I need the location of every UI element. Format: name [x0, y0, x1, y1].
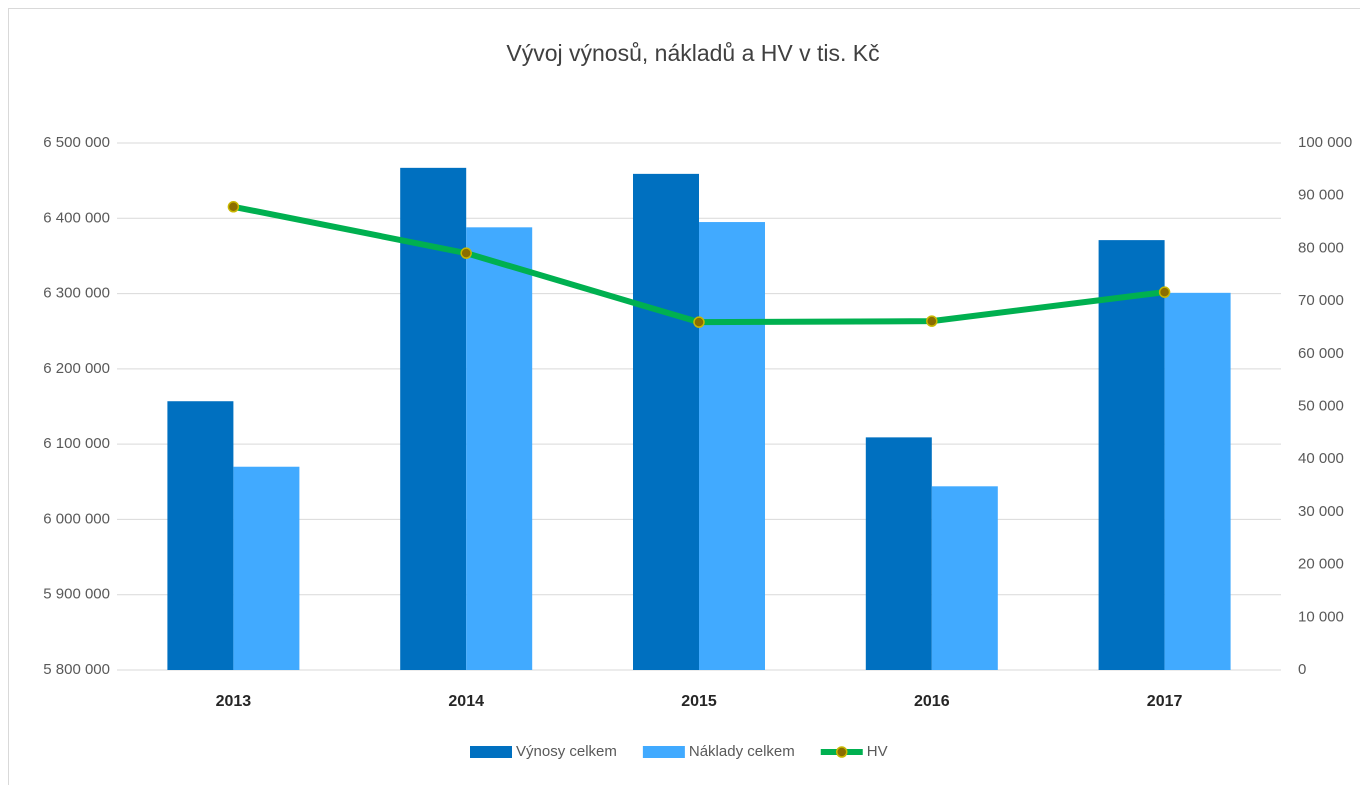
y2-tick-label: 0	[1298, 661, 1306, 678]
line-marker	[227, 201, 240, 213]
bar	[167, 401, 234, 670]
y2-tick-label: 40 000	[1298, 450, 1344, 467]
x-tick-label: 2017	[1147, 693, 1183, 710]
y2-tick-label: 50 000	[1298, 397, 1344, 414]
y2-tick-label: 10 000	[1298, 608, 1344, 625]
y-tick-label: 5 800 000	[43, 661, 110, 678]
y-tick-label: 6 100 000	[43, 435, 110, 452]
line-marker	[460, 247, 472, 259]
x-tick-label: 2014	[448, 693, 484, 710]
x-tick-label: 2013	[216, 693, 252, 710]
y2-tick-label: 30 000	[1298, 503, 1344, 520]
y2-tick-label: 100 000	[1298, 134, 1352, 151]
chart-title: Vývoj výnosů, nákladů a HV v tis. Kč	[506, 40, 879, 66]
bar	[1098, 240, 1165, 670]
y-tick-label: 6 200 000	[43, 360, 110, 377]
legend-label: HV	[867, 743, 888, 760]
y-tick-label: 6 500 000	[43, 134, 110, 151]
legend-swatch	[836, 746, 848, 758]
bar	[633, 173, 699, 671]
legend-label: Výnosy celkem	[516, 743, 617, 760]
bar	[233, 466, 300, 670]
bar	[931, 486, 998, 670]
y2-tick-label: 20 000	[1298, 556, 1344, 573]
y2-tick-label: 70 000	[1298, 292, 1344, 309]
line-marker	[1158, 286, 1171, 298]
legend-label: Náklady celkem	[689, 743, 795, 760]
y-tick-label: 5 900 000	[43, 586, 110, 603]
x-tick-label: 2015	[681, 693, 717, 710]
bar	[1164, 292, 1231, 670]
x-tick-label: 2016	[914, 693, 950, 710]
y-tick-label: 6 300 000	[43, 285, 110, 302]
bar	[699, 222, 765, 671]
line-marker	[693, 316, 705, 328]
y2-tick-label: 60 000	[1298, 345, 1344, 362]
legend-swatch	[642, 746, 685, 758]
y-tick-label: 6 400 000	[43, 209, 110, 226]
legend-swatch	[470, 746, 512, 758]
bar	[865, 437, 932, 670]
y-tick-label: 6 000 000	[43, 510, 110, 527]
line-marker	[926, 315, 938, 327]
y2-tick-label: 80 000	[1298, 239, 1344, 256]
bar	[466, 227, 533, 670]
y2-tick-label: 90 000	[1298, 187, 1344, 204]
